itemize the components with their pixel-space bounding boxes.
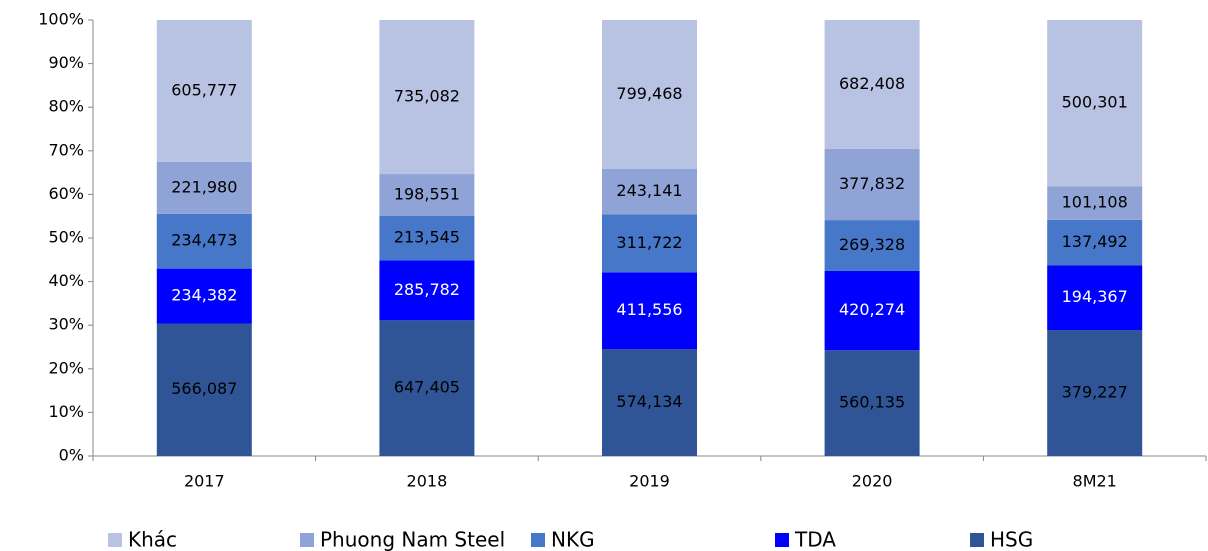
data-label: 243,141 <box>616 181 682 200</box>
y-tick-label: 60% <box>48 184 84 203</box>
y-tick-label: 20% <box>48 358 84 377</box>
y-tick-label: 0% <box>59 446 84 465</box>
bar-segment <box>156 213 252 269</box>
legend-label: TDA <box>794 528 836 551</box>
bar-segment <box>156 268 252 324</box>
data-label: 137,492 <box>1062 232 1128 251</box>
data-label: 234,473 <box>171 231 237 250</box>
x-tick-label: 8M21 <box>1073 472 1117 491</box>
data-label: 101,108 <box>1062 192 1128 211</box>
y-tick-label: 10% <box>48 402 84 421</box>
legend-swatch <box>108 533 122 547</box>
x-tick-label: 2017 <box>184 472 225 491</box>
data-label: 560,135 <box>839 393 905 412</box>
legend-swatch <box>775 533 789 547</box>
bar-segment <box>1047 20 1143 187</box>
legend-label: NKG <box>551 528 595 551</box>
data-label: 574,134 <box>616 392 682 411</box>
data-label: 411,556 <box>616 300 682 319</box>
x-tick-label: 2019 <box>629 472 670 491</box>
bar-segment <box>1047 186 1143 220</box>
bar-segment <box>602 214 697 273</box>
y-tick-label: 80% <box>48 97 84 116</box>
bar-segment <box>824 350 920 456</box>
bar-segment <box>379 320 475 456</box>
y-tick-label: 30% <box>48 315 84 334</box>
data-label: 605,777 <box>171 80 237 99</box>
data-label: 198,551 <box>394 184 460 203</box>
data-label: 213,545 <box>394 228 460 247</box>
y-tick-label: 40% <box>48 271 84 290</box>
data-label: 647,405 <box>394 378 460 397</box>
y-tick-label: 100% <box>38 10 84 29</box>
legend-label: Khác <box>128 528 177 551</box>
bar-segment <box>824 270 920 351</box>
bar-segment <box>824 20 920 149</box>
x-tick-label: 2018 <box>407 472 448 491</box>
bar-segment <box>156 323 252 456</box>
bar-segment <box>379 20 475 175</box>
bar-segment <box>156 161 252 214</box>
data-label: 221,980 <box>171 177 237 196</box>
y-tick-label: 50% <box>48 228 84 247</box>
data-label: 379,227 <box>1062 383 1128 402</box>
data-label: 311,722 <box>616 233 682 252</box>
bar-segment <box>156 20 252 162</box>
data-label: 194,367 <box>1062 287 1128 306</box>
data-label: 285,782 <box>394 280 460 299</box>
data-label: 420,274 <box>839 300 905 319</box>
data-label: 735,082 <box>394 87 460 106</box>
bar-segment <box>1047 219 1143 266</box>
bar-segment <box>602 168 697 215</box>
data-label: 799,468 <box>616 84 682 103</box>
data-label: 234,382 <box>171 286 237 305</box>
legend-swatch <box>970 533 984 547</box>
bar-segment <box>379 215 475 261</box>
bar-segment <box>602 349 697 456</box>
y-tick-label: 90% <box>48 53 84 72</box>
legend-swatch <box>300 533 314 547</box>
bar-segment <box>824 220 920 271</box>
bar-segment <box>1047 265 1143 331</box>
bar-segment <box>602 20 697 169</box>
data-label: 500,301 <box>1062 93 1128 112</box>
bar-segment <box>379 174 475 216</box>
legend-swatch <box>531 533 545 547</box>
data-label: 566,087 <box>171 379 237 398</box>
y-tick-label: 70% <box>48 140 84 159</box>
legend-label: Phuong Nam Steel <box>320 528 505 551</box>
bar-segment <box>379 260 475 321</box>
bar-segment <box>1047 330 1143 456</box>
bar-segment <box>824 148 920 221</box>
legend-label: HSG <box>990 528 1033 551</box>
bar-segment <box>602 272 697 350</box>
data-label: 269,328 <box>839 235 905 254</box>
data-label: 682,408 <box>839 74 905 93</box>
data-label: 377,832 <box>839 174 905 193</box>
x-tick-label: 2020 <box>852 472 893 491</box>
